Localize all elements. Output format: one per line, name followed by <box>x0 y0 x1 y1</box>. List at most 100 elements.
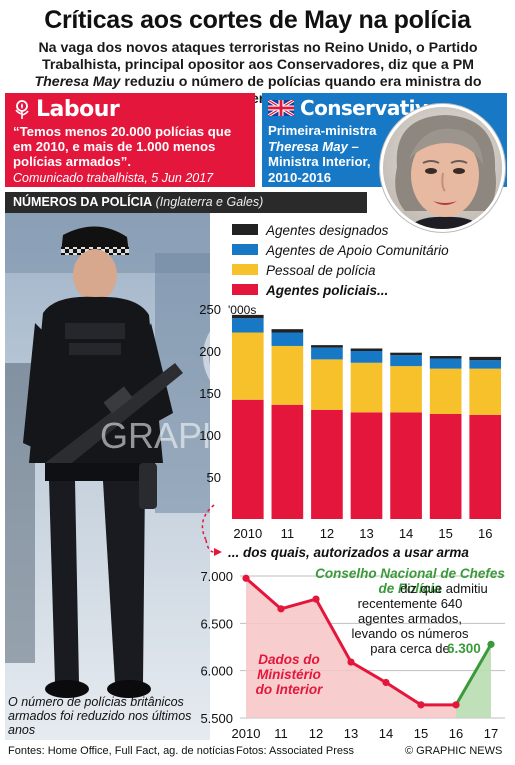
bar-segment <box>231 332 264 400</box>
ncc-annotation-body: para cerca de <box>370 641 450 656</box>
union-flag-icon <box>268 100 294 116</box>
caption-line-1: Primeira-ministra <box>268 123 377 138</box>
ncc-annotation-body: agentes armados, <box>358 611 462 626</box>
official-point <box>312 595 320 603</box>
ncc-annotation-title: de Polícia <box>378 581 442 596</box>
officer-illustration <box>5 213 210 740</box>
bar-segment <box>350 362 383 413</box>
labour-quote-source: Comunicado trabalhista, 5 Jun 2017 <box>13 171 214 185</box>
legend-swatch <box>232 264 258 275</box>
labour-logo-text: Labour <box>36 97 120 122</box>
connector-arrow-curve <box>205 539 215 553</box>
bar-segment <box>271 345 304 405</box>
bar-segment <box>390 352 422 356</box>
bar-segment <box>429 368 462 414</box>
bar-segment <box>350 412 383 519</box>
connector-arrow-line <box>201 504 215 541</box>
line-x-tick-label: 13 <box>344 726 358 741</box>
footer-photos: Fotos: Associated Press <box>236 745 354 757</box>
official-point <box>277 605 285 613</box>
bar-x-tick-label: 14 <box>399 526 413 541</box>
bar-segment <box>311 359 343 410</box>
caption-line-4: 2010-2016 <box>268 169 332 185</box>
bar-segment <box>231 314 264 319</box>
ncc-line <box>454 643 493 706</box>
bar-x-tick-label: 2010 <box>233 526 262 541</box>
armed-officers-line-chart: ... dos quais, autorizados a usar arma 5.… <box>200 545 505 741</box>
bar-segment <box>469 360 502 369</box>
legend-swatch <box>232 224 258 235</box>
bar-segment <box>311 347 343 360</box>
bar-segment <box>469 368 502 415</box>
bar-segment <box>429 356 462 359</box>
bar-y-tick-label: 50 <box>207 470 221 485</box>
legend-label: Agentes de Apoio Comunitário <box>265 243 449 258</box>
labour-logo: Labour <box>13 97 247 122</box>
bar-x-tick-label: 15 <box>438 526 452 541</box>
bar-segment <box>271 329 304 333</box>
bar-segment <box>469 414 502 519</box>
bar-segment <box>311 345 343 348</box>
line-y-tick-label: 7.000 <box>200 569 233 584</box>
bar-segment <box>311 409 343 519</box>
labour-quote-box: Labour “Temos menos 20.000 polícias que … <box>5 93 255 187</box>
official-area <box>246 578 456 718</box>
line-x-tick-label: 17 <box>484 726 498 741</box>
bar-y-tick-label: 100 <box>199 428 221 443</box>
legend-label: Pessoal de polícia <box>266 263 376 278</box>
legend-swatch <box>232 244 258 255</box>
line-x-tick-label: 15 <box>414 726 428 741</box>
bar-y-tick-label: 200 <box>199 344 221 359</box>
bar-segment <box>271 332 304 346</box>
bar-unit-label: '000s <box>228 303 256 317</box>
bar-segment <box>429 414 462 519</box>
section-title: NÚMEROS DA POLÍCIA <box>13 195 153 209</box>
subtitle-name-1: Theresa <box>34 74 89 90</box>
bar-x-tick-label: 12 <box>320 526 334 541</box>
ncc-annotation-title: Conselho Nacional de Chefes <box>315 566 505 581</box>
official-point <box>452 701 460 709</box>
bar-y-tick-label: 250 <box>199 302 221 317</box>
footer-brand: © GRAPHIC NEWS <box>405 745 503 757</box>
legend-swatch <box>232 284 258 295</box>
photo-caption: O número de polícias britânicos armados … <box>8 695 192 737</box>
bar-segment <box>429 358 462 369</box>
caption-line-2: Theresa May – <box>268 138 359 154</box>
stacked-bar-chart: Agentes designados Agentes de Apoio Comun… <box>199 223 502 556</box>
line-y-tick-label: 6.500 <box>200 616 233 631</box>
footer-sources: Fontes: Home Office, Full Fact, ag. de n… <box>8 745 235 757</box>
ncc-point <box>487 640 495 648</box>
ncc-annotation-body: recentemente 640 <box>358 596 463 611</box>
conservatives-caption: Primeira-ministra Theresa May – Ministra… <box>268 123 386 185</box>
labour-quote-text: “Temos menos 20.000 polícias que em 2010… <box>13 124 232 169</box>
bar-segment <box>271 404 304 519</box>
theresa-may-portrait <box>380 104 505 232</box>
line-x-tick-label: 12 <box>309 726 323 741</box>
official-point <box>417 701 425 709</box>
ncc-area <box>456 644 491 718</box>
bar-x-tick-label: 11 <box>281 526 295 541</box>
bar-segment <box>231 318 264 333</box>
official-annotation-line: do Interior <box>256 682 323 697</box>
legend-label: Agentes designados <box>265 223 389 238</box>
bar-segment <box>390 355 422 367</box>
bar-segment <box>390 412 422 519</box>
rose-icon <box>15 99 29 119</box>
bar-segment <box>350 351 383 363</box>
line-x-tick-label: 14 <box>379 726 393 741</box>
section-region: (Inglaterra e Gales) <box>155 195 264 209</box>
legend-label: Agentes policiais... <box>265 283 388 298</box>
bar-segment <box>350 348 383 351</box>
page-title: Críticas aos cortes de May na polícia <box>44 6 471 34</box>
armed-officer-photo <box>5 213 210 740</box>
line-x-tick-label: 2010 <box>232 726 261 741</box>
subtitle-text-1: Na vaga dos novos ataques terroristas no… <box>38 40 478 73</box>
ncc-annotation-value: 6.300 <box>447 641 481 656</box>
official-point <box>242 574 250 582</box>
bar-y-tick-label: 150 <box>199 386 221 401</box>
official-annotation-line: Ministério <box>257 667 321 682</box>
official-point <box>347 658 355 666</box>
section-header: NÚMEROS DA POLÍCIA (Inglaterra e Gales) <box>5 192 367 213</box>
